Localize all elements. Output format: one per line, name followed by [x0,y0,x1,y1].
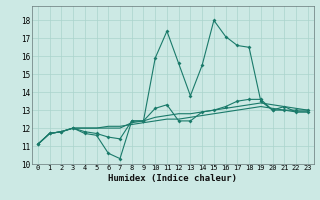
X-axis label: Humidex (Indice chaleur): Humidex (Indice chaleur) [108,174,237,183]
